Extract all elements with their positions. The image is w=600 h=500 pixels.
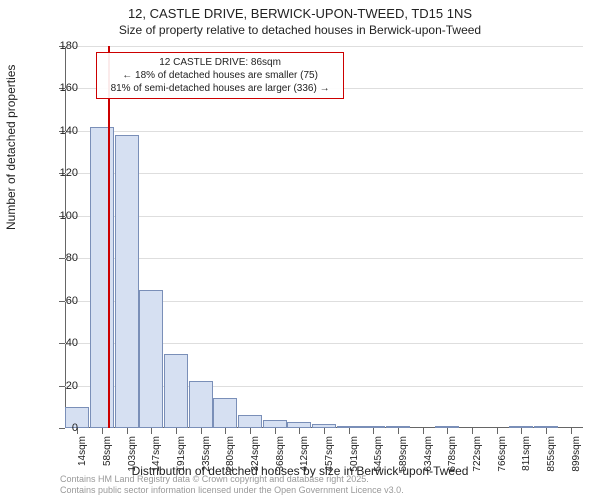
x-tick-label: 14sqm [77, 436, 88, 480]
y-tick-label: 120 [60, 167, 78, 179]
x-tick-label: 501sqm [349, 436, 360, 480]
x-tick-label: 235sqm [201, 436, 212, 480]
y-tick-label: 140 [60, 125, 78, 137]
bar [164, 354, 188, 428]
y-tick [59, 386, 65, 387]
x-tick-label: 545sqm [373, 436, 384, 480]
x-tick-label: 457sqm [324, 436, 335, 480]
x-tick-label: 811sqm [521, 436, 532, 480]
x-tick-label: 191sqm [176, 436, 187, 480]
x-tick [225, 428, 226, 434]
gridline [65, 131, 583, 132]
y-tick-label: 100 [60, 210, 78, 222]
y-tick [59, 343, 65, 344]
x-tick [571, 428, 572, 434]
x-tick [299, 428, 300, 434]
chart-container: 12, CASTLE DRIVE, BERWICK-UPON-TWEED, TD… [0, 0, 600, 500]
y-tick [59, 258, 65, 259]
x-tick [546, 428, 547, 434]
y-tick-label: 20 [66, 380, 78, 392]
x-tick-label: 766sqm [497, 436, 508, 480]
gridline [65, 173, 583, 174]
bar [213, 398, 237, 428]
x-tick [151, 428, 152, 434]
x-tick-label: 589sqm [398, 436, 409, 480]
x-tick [423, 428, 424, 434]
x-tick-label: 722sqm [472, 436, 483, 480]
x-tick [373, 428, 374, 434]
y-tick [59, 301, 65, 302]
x-tick-label: 634sqm [423, 436, 434, 480]
gridline [65, 258, 583, 259]
y-tick [59, 428, 65, 429]
y-axis-label: Number of detached properties [4, 65, 18, 230]
x-tick-label: 280sqm [225, 436, 236, 480]
x-tick-label: 324sqm [250, 436, 261, 480]
annotation-line: 12 CASTLE DRIVE: 86sqm [103, 56, 337, 69]
y-tick-label: 0 [72, 422, 78, 434]
x-tick [521, 428, 522, 434]
title-line2: Size of property relative to detached ho… [0, 23, 600, 37]
x-tick-label: 678sqm [447, 436, 458, 480]
bar [115, 135, 139, 428]
x-tick [447, 428, 448, 434]
x-tick [250, 428, 251, 434]
x-tick [127, 428, 128, 434]
annotation-box: 12 CASTLE DRIVE: 86sqm← 18% of detached … [96, 52, 344, 99]
x-tick [324, 428, 325, 434]
x-tick [398, 428, 399, 434]
marker-line [108, 46, 110, 428]
y-tick-label: 160 [60, 82, 78, 94]
x-tick [472, 428, 473, 434]
y-axis-line [65, 46, 66, 428]
gridline [65, 46, 583, 47]
x-tick-label: 855sqm [546, 436, 557, 480]
annotation-line: 81% of semi-detached houses are larger (… [103, 82, 337, 95]
x-tick-label: 412sqm [299, 436, 310, 480]
x-tick [102, 428, 103, 434]
title-line1: 12, CASTLE DRIVE, BERWICK-UPON-TWEED, TD… [0, 0, 600, 21]
x-tick-label: 368sqm [275, 436, 286, 480]
y-tick-label: 40 [66, 337, 78, 349]
bar [238, 415, 262, 428]
x-tick [201, 428, 202, 434]
x-tick [176, 428, 177, 434]
note-line2: Contains public sector information licen… [60, 485, 404, 496]
bar [90, 127, 114, 428]
x-tick [497, 428, 498, 434]
plot-area: 12 CASTLE DRIVE: 86sqm← 18% of detached … [65, 46, 583, 428]
bar [139, 290, 163, 428]
x-tick [275, 428, 276, 434]
annotation-line: ← 18% of detached houses are smaller (75… [103, 69, 337, 82]
y-tick-label: 60 [66, 295, 78, 307]
y-tick-label: 180 [60, 40, 78, 52]
bar [189, 381, 213, 428]
x-tick-label: 103sqm [127, 436, 138, 480]
x-tick [349, 428, 350, 434]
x-tick-label: 899sqm [571, 436, 582, 480]
y-tick-label: 80 [66, 252, 78, 264]
x-tick-label: 58sqm [102, 436, 113, 480]
x-tick-label: 147sqm [151, 436, 162, 480]
bar [263, 420, 287, 428]
gridline [65, 216, 583, 217]
